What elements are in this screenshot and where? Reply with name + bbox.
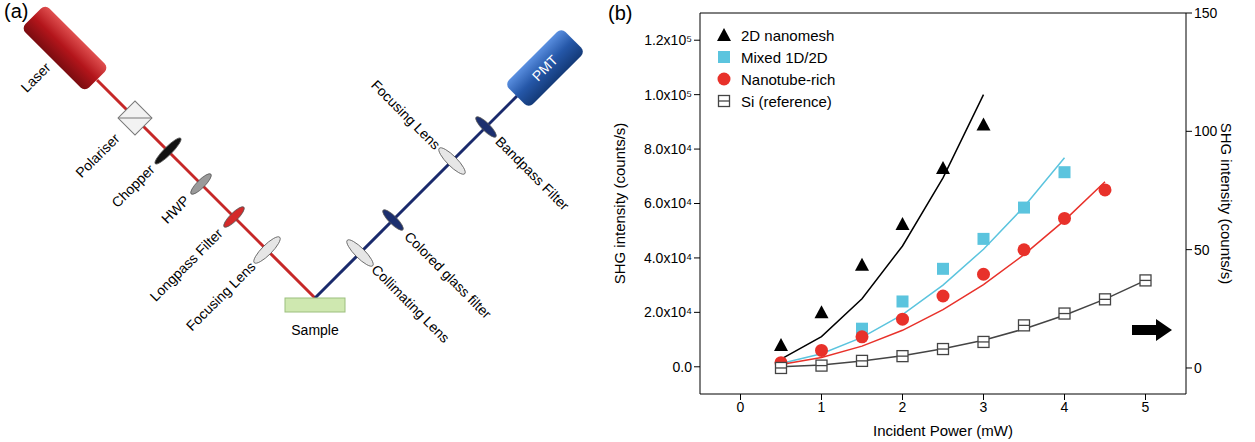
svg-text:0: 0 xyxy=(1194,360,1202,376)
html-text:2D nanomesh: 2D nanomesh xyxy=(741,26,835,44)
svg-text:Collimating Lens: Collimating Lens xyxy=(368,261,453,346)
svg-text:2: 2 xyxy=(899,399,907,415)
svg-text:PMT: PMT xyxy=(529,52,562,85)
svg-text:SHG intensity (counts/s): SHG intensity (counts/s) xyxy=(611,123,628,285)
svg-text:1.0x10⁵: 1.0x10⁵ xyxy=(644,87,692,103)
svg-text:4: 4 xyxy=(1061,399,1069,415)
svg-text:Sample: Sample xyxy=(291,322,339,338)
svg-text:150: 150 xyxy=(1194,5,1218,21)
svg-text:4.0x10⁴: 4.0x10⁴ xyxy=(644,250,692,266)
svg-text:Laser: Laser xyxy=(18,59,54,95)
svg-text:100: 100 xyxy=(1194,123,1218,139)
svg-text:Bandpass Filter: Bandpass Filter xyxy=(492,133,572,213)
html-text:(b): (b) xyxy=(608,2,633,24)
svg-text:1.2x10⁵: 1.2x10⁵ xyxy=(644,32,692,48)
html-text:Nanotube-rich: Nanotube-rich xyxy=(741,70,836,88)
svg-text:Focusing Lens: Focusing Lens xyxy=(368,77,444,153)
svg-text:Polariser: Polariser xyxy=(72,130,123,181)
svg-text:8.0x10⁴: 8.0x10⁴ xyxy=(644,141,692,157)
svg-text:Focusing Lens: Focusing Lens xyxy=(183,258,259,334)
svg-text:Colored glass filter: Colored glass filter xyxy=(401,228,495,322)
svg-text:1: 1 xyxy=(818,399,826,415)
svg-text:5: 5 xyxy=(1142,399,1150,415)
html-text:Si (reference): Si (reference) xyxy=(741,92,832,110)
svg-text:6.0x10⁴: 6.0x10⁴ xyxy=(644,195,692,211)
svg-text:0: 0 xyxy=(737,399,745,415)
svg-text:Chopper: Chopper xyxy=(108,161,158,211)
svg-text:HWP: HWP xyxy=(158,192,192,226)
svg-text:Incident Power (mW): Incident Power (mW) xyxy=(873,422,1013,439)
svg-text:0.0: 0.0 xyxy=(673,359,693,375)
svg-text:(a): (a) xyxy=(4,0,28,22)
svg-text:3: 3 xyxy=(980,399,988,415)
svg-text:Longpass Filter: Longpass Filter xyxy=(146,225,226,305)
html-text:Mixed 1D/2D: Mixed 1D/2D xyxy=(741,48,828,66)
svg-text:2.0x10⁴: 2.0x10⁴ xyxy=(644,304,692,320)
svg-text:50: 50 xyxy=(1194,242,1210,258)
svg-text:SHG intensity (counts/s): SHG intensity (counts/s) xyxy=(1218,123,1235,285)
